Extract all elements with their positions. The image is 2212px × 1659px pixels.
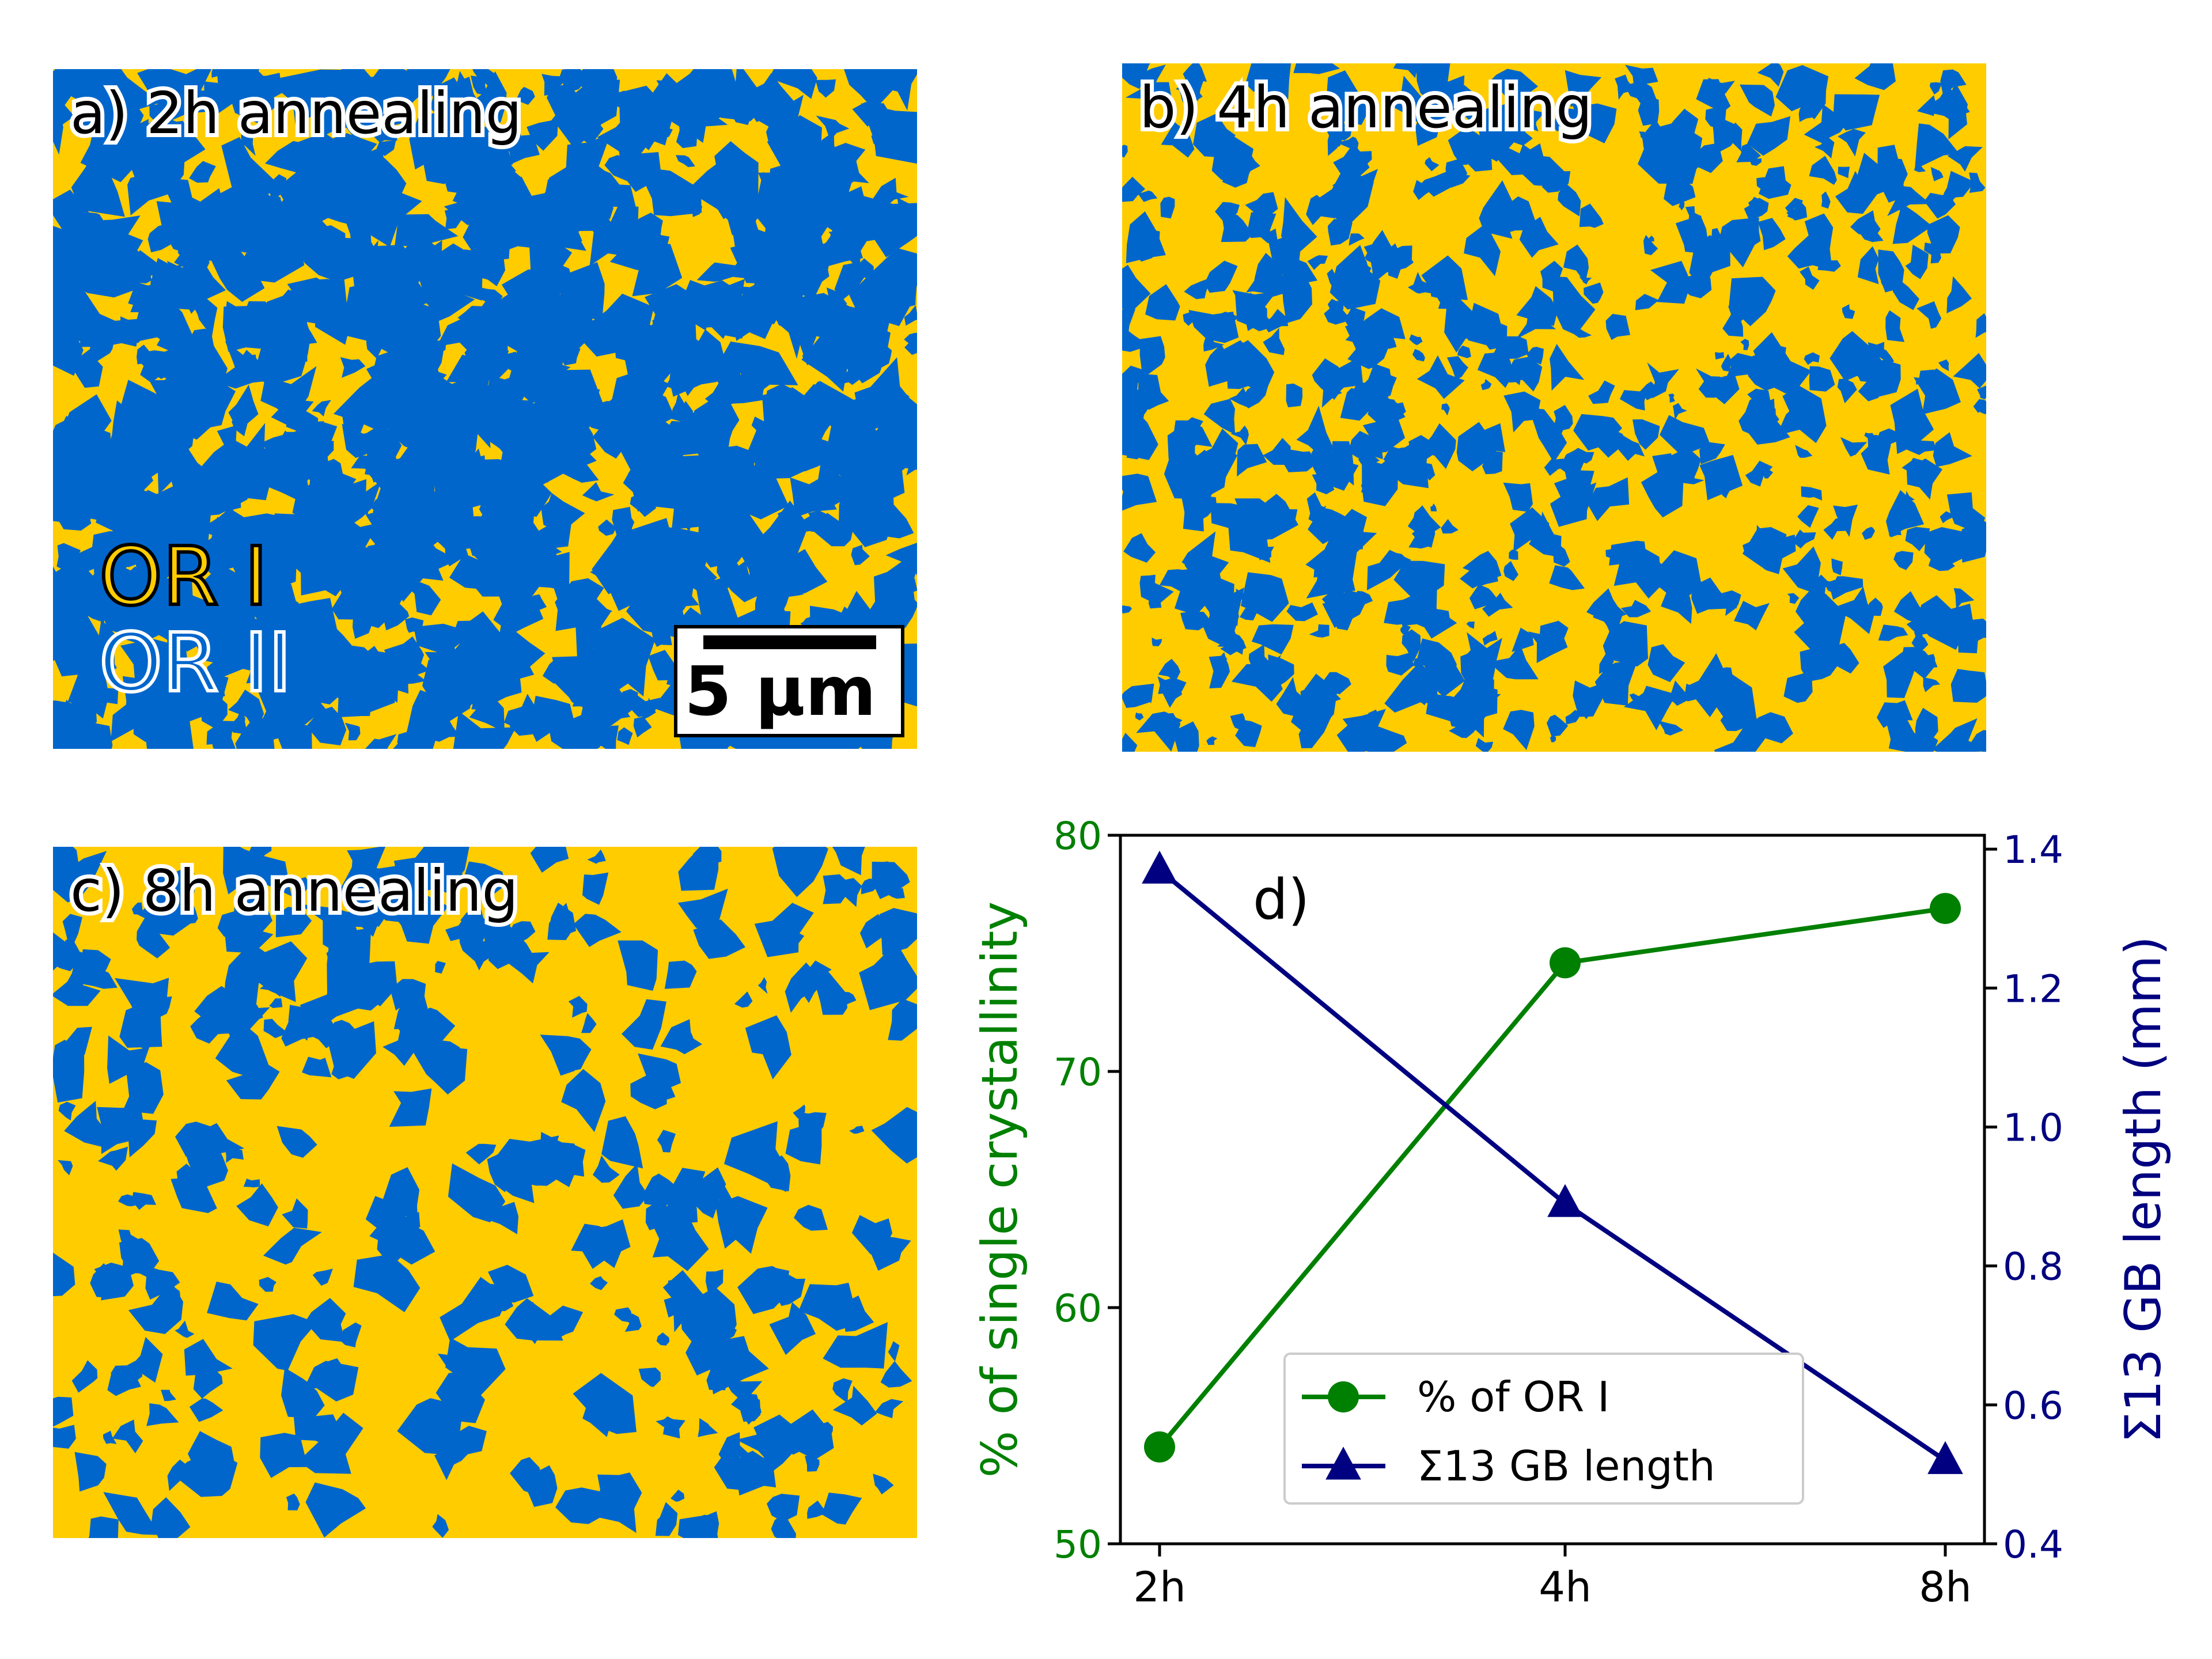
- right-tick-label: 1.4: [2003, 828, 2063, 872]
- panel-b-label: b) 4h annealing: [1135, 70, 1596, 145]
- scale-bar: 5 µm: [674, 625, 904, 737]
- chart-legend: [1283, 1353, 1804, 1505]
- ebsd-map-c: [53, 847, 917, 1538]
- ebsd-map-panel-c: c) 8h annealing: [53, 847, 917, 1538]
- plot-frame: [1119, 834, 1986, 1546]
- series-point-or1: [1930, 893, 1961, 925]
- left-tick-label: 70: [1054, 1050, 1102, 1094]
- panel-d-label: d): [1253, 868, 1309, 932]
- series-point-s13: [1142, 850, 1177, 884]
- legend-label: % of OR I: [1417, 1373, 1609, 1421]
- series-point-s13: [1927, 1441, 1963, 1474]
- ebsd-map-a: [53, 69, 917, 749]
- x-tick-label: 4h: [1539, 1563, 1591, 1611]
- series-point-or1: [1550, 947, 1581, 979]
- series-point-or1: [1144, 1431, 1175, 1463]
- x-tick-label: 2h: [1133, 1563, 1185, 1611]
- scale-bar-line: [703, 635, 876, 649]
- ebsd-map-panel-a: a) 2h annealing OR I OR II 5 µm: [53, 69, 917, 749]
- series-point-s13: [1547, 1184, 1583, 1217]
- y-axis-left-label: % of single crystallinity: [971, 902, 1029, 1478]
- right-tick-label: 1.0: [2003, 1105, 2063, 1150]
- scale-bar-label: 5 µm: [684, 652, 876, 731]
- legend-or1-label: OR I: [97, 528, 270, 626]
- right-tick-label: 0.4: [2003, 1522, 2063, 1567]
- legend-label: Σ13 GB length: [1417, 1442, 1715, 1490]
- y-axis-right-label: Σ13 GB length (mm): [2115, 936, 2172, 1443]
- left-tick-label: 50: [1054, 1522, 1102, 1567]
- panel-c-label: c) 8h annealing: [66, 853, 522, 929]
- right-tick-label: 0.8: [2003, 1245, 2063, 1289]
- left-tick-label: 80: [1054, 814, 1102, 858]
- legend-or2-label: OR II: [97, 615, 294, 712]
- panel-a-label: a) 2h annealing: [66, 75, 526, 151]
- annealing-chart: 50 60 70 80 0.4 0.6 0.8 1.0 1.2 1.4 2h 4h 8h % of sin…: [971, 814, 2172, 1611]
- ebsd-map-panel-b: b) 4h annealing: [1122, 63, 1986, 752]
- right-tick-label: 0.6: [2003, 1384, 2063, 1428]
- legend-marker: [1328, 1381, 1359, 1412]
- left-tick-label: 60: [1054, 1286, 1102, 1331]
- legend-marker: [1325, 1446, 1361, 1480]
- right-tick-label: 1.2: [2003, 967, 2063, 1011]
- x-tick-label: 8h: [1919, 1563, 1971, 1611]
- ebsd-map-b: [1122, 63, 1986, 752]
